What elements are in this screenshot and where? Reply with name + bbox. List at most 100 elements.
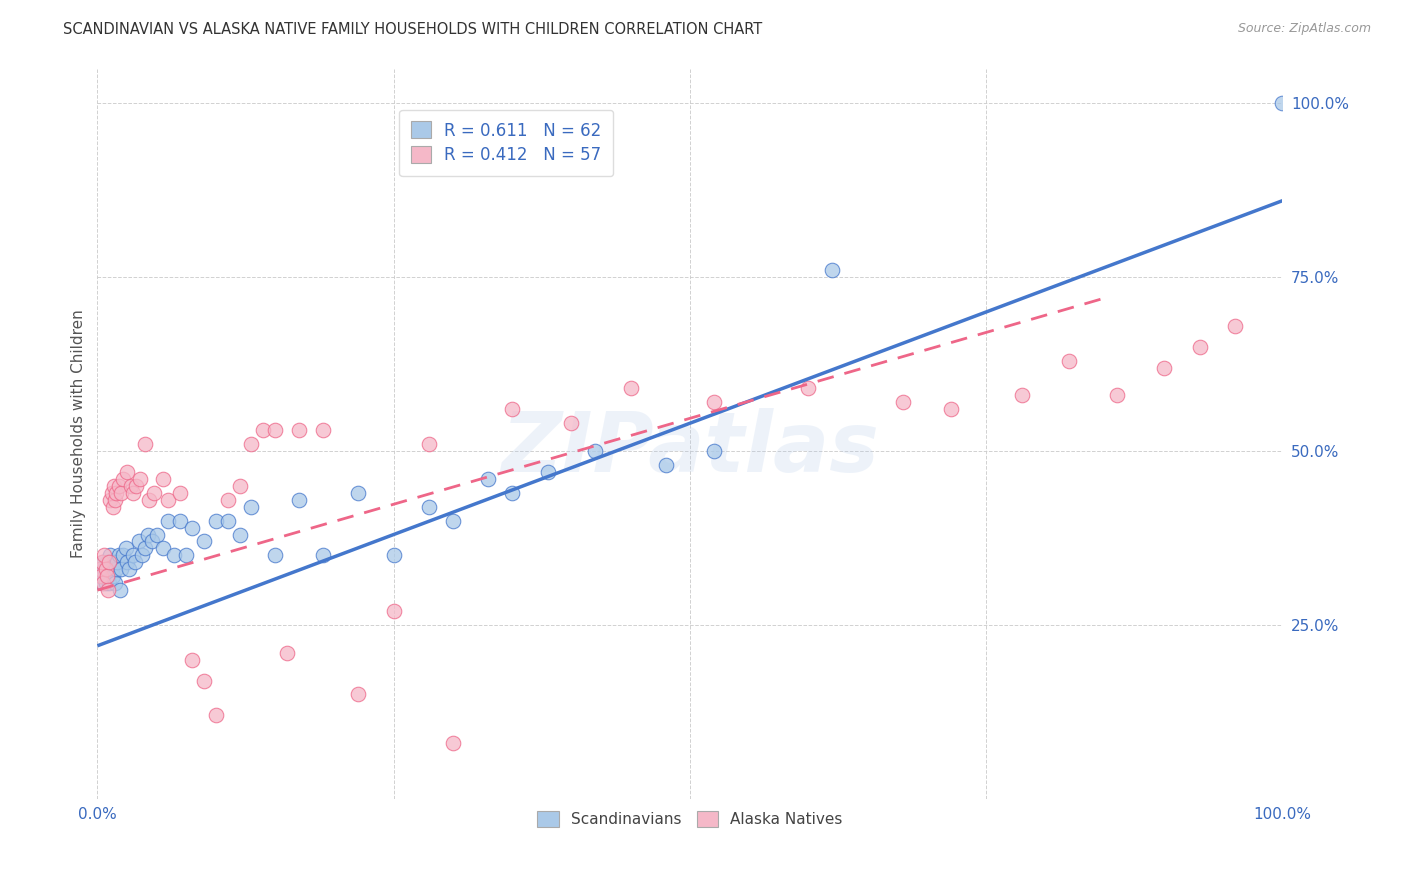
Point bbox=[169, 514, 191, 528]
Point bbox=[100, 562, 122, 576]
Point bbox=[193, 534, 215, 549]
Point bbox=[311, 423, 333, 437]
Point bbox=[382, 549, 405, 563]
Point bbox=[115, 555, 138, 569]
Point bbox=[441, 514, 464, 528]
Point bbox=[174, 549, 197, 563]
Point bbox=[101, 569, 124, 583]
Point bbox=[112, 472, 135, 486]
Point bbox=[797, 381, 820, 395]
Point bbox=[240, 437, 263, 451]
Point bbox=[107, 549, 129, 563]
Point bbox=[98, 555, 121, 569]
Point bbox=[382, 604, 405, 618]
Point bbox=[91, 576, 114, 591]
Point bbox=[96, 569, 118, 583]
Point bbox=[264, 423, 287, 437]
Point bbox=[108, 583, 131, 598]
Point bbox=[347, 688, 370, 702]
Point bbox=[1271, 96, 1294, 111]
Point bbox=[169, 485, 191, 500]
Point bbox=[418, 500, 440, 514]
Point bbox=[97, 569, 120, 583]
Text: SCANDINAVIAN VS ALASKA NATIVE FAMILY HOUSEHOLDS WITH CHILDREN CORRELATION CHART: SCANDINAVIAN VS ALASKA NATIVE FAMILY HOU… bbox=[63, 22, 762, 37]
Point bbox=[122, 549, 145, 563]
Point bbox=[477, 472, 499, 486]
Point bbox=[90, 562, 112, 576]
Point bbox=[97, 562, 120, 576]
Point bbox=[1105, 388, 1128, 402]
Point bbox=[228, 479, 250, 493]
Point bbox=[125, 479, 148, 493]
Point bbox=[134, 437, 156, 451]
Point bbox=[939, 402, 962, 417]
Point bbox=[97, 583, 120, 598]
Point bbox=[163, 549, 186, 563]
Point bbox=[100, 549, 122, 563]
Point bbox=[105, 562, 128, 576]
Point bbox=[288, 423, 311, 437]
Point bbox=[1011, 388, 1033, 402]
Legend: Scandinavians, Alaska Natives: Scandinavians, Alaska Natives bbox=[530, 804, 851, 835]
Point bbox=[655, 458, 678, 472]
Point bbox=[94, 562, 117, 576]
Point bbox=[264, 549, 287, 563]
Point bbox=[110, 485, 132, 500]
Point bbox=[583, 444, 606, 458]
Y-axis label: Family Households with Children: Family Households with Children bbox=[72, 310, 86, 558]
Point bbox=[217, 514, 239, 528]
Point bbox=[157, 492, 180, 507]
Point bbox=[1057, 353, 1080, 368]
Point bbox=[91, 569, 114, 583]
Point bbox=[98, 555, 121, 569]
Point bbox=[620, 381, 643, 395]
Point bbox=[821, 263, 844, 277]
Point bbox=[193, 673, 215, 688]
Point bbox=[143, 485, 166, 500]
Point bbox=[703, 395, 725, 409]
Point bbox=[205, 708, 228, 723]
Text: ZIPatlas: ZIPatlas bbox=[501, 408, 879, 489]
Point bbox=[105, 485, 128, 500]
Point bbox=[89, 569, 111, 583]
Point bbox=[1153, 360, 1175, 375]
Point bbox=[98, 576, 121, 591]
Point bbox=[110, 562, 132, 576]
Point bbox=[181, 520, 204, 534]
Point bbox=[91, 576, 114, 591]
Point bbox=[152, 541, 174, 556]
Point bbox=[157, 514, 180, 528]
Point bbox=[138, 492, 160, 507]
Point bbox=[1223, 318, 1246, 333]
Point bbox=[124, 555, 146, 569]
Point bbox=[107, 555, 129, 569]
Point bbox=[94, 576, 117, 591]
Point bbox=[93, 549, 115, 563]
Point bbox=[311, 549, 333, 563]
Point bbox=[152, 472, 174, 486]
Point bbox=[114, 541, 136, 556]
Point bbox=[104, 492, 127, 507]
Point bbox=[141, 534, 163, 549]
Point bbox=[501, 485, 523, 500]
Point bbox=[100, 492, 122, 507]
Point bbox=[205, 514, 228, 528]
Point bbox=[128, 534, 150, 549]
Point bbox=[228, 527, 250, 541]
Point bbox=[347, 485, 370, 500]
Point bbox=[537, 465, 560, 479]
Point bbox=[100, 485, 122, 500]
Point bbox=[91, 555, 114, 569]
Point bbox=[131, 549, 153, 563]
Point bbox=[122, 485, 145, 500]
Point bbox=[145, 527, 167, 541]
Point bbox=[217, 492, 239, 507]
Point bbox=[91, 555, 114, 569]
Point bbox=[703, 444, 725, 458]
Point bbox=[112, 549, 135, 563]
Point bbox=[103, 479, 125, 493]
Point bbox=[240, 500, 263, 514]
Point bbox=[288, 492, 311, 507]
Point bbox=[181, 653, 204, 667]
Point bbox=[276, 646, 298, 660]
